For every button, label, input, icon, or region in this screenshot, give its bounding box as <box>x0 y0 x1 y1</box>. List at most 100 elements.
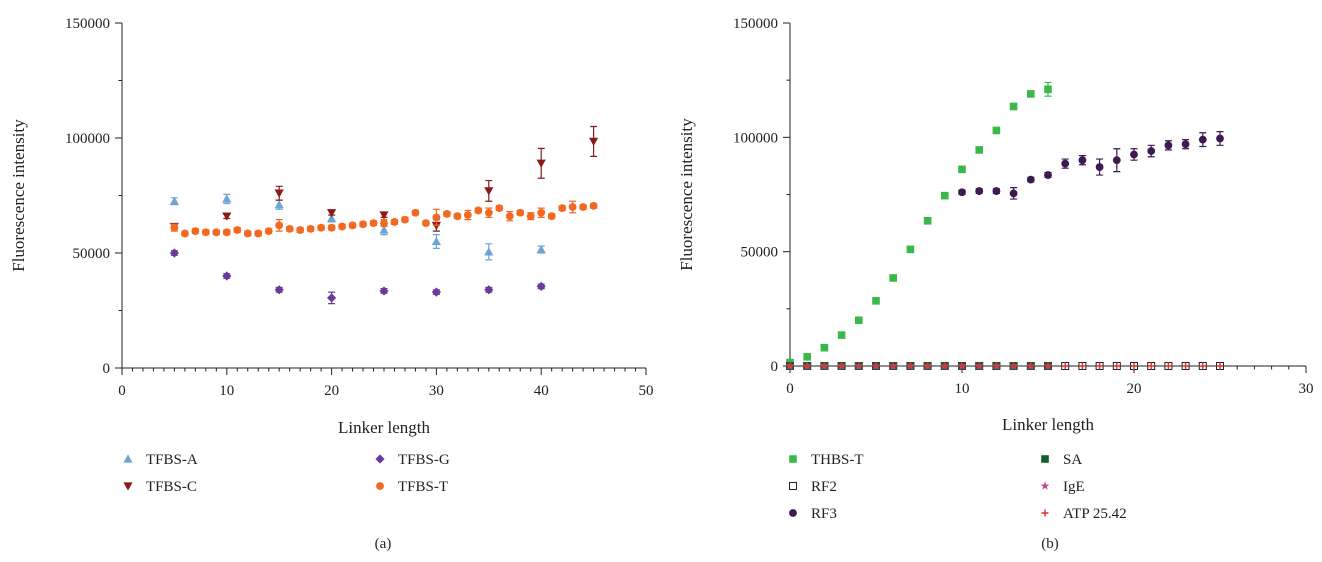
data-point <box>537 208 546 217</box>
data-point <box>992 362 1000 370</box>
x-axis-label: Linker length <box>338 418 431 437</box>
x-tick-label: 30 <box>429 383 444 399</box>
data-point <box>837 331 846 339</box>
data-point <box>820 343 829 352</box>
data-point <box>1044 362 1052 370</box>
legend-marker <box>1041 509 1049 517</box>
x-tick-label: 10 <box>955 381 970 397</box>
legend-item: THBS-T <box>789 452 864 468</box>
x-tick-label: 20 <box>1127 381 1142 397</box>
x-tick-label: 20 <box>324 383 339 399</box>
data-point <box>274 285 284 295</box>
data-point <box>1044 171 1052 179</box>
data-point <box>1027 90 1035 98</box>
data-point <box>432 213 441 222</box>
legend-item: SA <box>1041 452 1082 468</box>
data-point <box>1147 147 1156 155</box>
legend-marker <box>375 454 385 464</box>
data-point <box>1216 134 1224 143</box>
data-point <box>191 227 200 236</box>
legend-marker <box>1040 481 1050 490</box>
data-point <box>589 137 599 147</box>
data-point <box>547 212 556 221</box>
data-point <box>169 196 179 205</box>
data-point <box>855 316 863 325</box>
data-point <box>872 362 880 370</box>
legend-label: ATP 25.42 <box>1063 506 1127 522</box>
data-point <box>233 226 242 234</box>
data-point <box>484 247 494 256</box>
legend-marker <box>123 454 133 463</box>
data-point <box>1198 135 1207 144</box>
data-point <box>1027 362 1035 370</box>
y-tick-label: 100000 <box>65 131 110 147</box>
data-point <box>906 362 914 370</box>
legend-item: TFBS-C <box>123 479 197 495</box>
data-point <box>495 204 504 213</box>
series-atp-25-42 <box>786 362 1224 370</box>
data-point <box>889 362 897 370</box>
legend-item: RF3 <box>789 506 837 522</box>
data-point <box>975 362 983 370</box>
data-point <box>274 200 284 209</box>
y-tick-label: 100000 <box>733 130 778 146</box>
data-point <box>992 126 1001 135</box>
data-point <box>327 293 337 303</box>
data-point <box>338 222 346 231</box>
data-point <box>1061 159 1070 168</box>
data-point <box>201 228 210 237</box>
data-point <box>442 210 451 218</box>
legend-item: TFBS-T <box>376 479 448 495</box>
data-point <box>1147 362 1155 370</box>
data-point <box>484 187 494 196</box>
data-point <box>1061 362 1069 370</box>
data-point <box>536 281 546 291</box>
legend-item: RF2 <box>789 479 837 495</box>
data-point <box>463 211 472 219</box>
legend-marker <box>123 482 133 491</box>
series-thbs-t <box>786 81 1052 367</box>
y-tick-label: 150000 <box>733 16 778 32</box>
data-point <box>1112 156 1121 165</box>
data-point <box>958 188 966 197</box>
data-point <box>317 223 326 232</box>
legend-label: TFBS-A <box>146 452 198 468</box>
data-point <box>958 165 966 174</box>
data-point <box>379 225 389 234</box>
data-point <box>484 208 493 217</box>
data-point <box>941 191 949 200</box>
legend-marker <box>789 455 797 463</box>
y-axis-label: Fluorescence intensity <box>9 119 28 272</box>
data-point <box>803 353 811 361</box>
data-point <box>1164 141 1173 150</box>
data-point <box>568 203 577 211</box>
x-tick-label: 0 <box>786 381 794 397</box>
data-point <box>1010 362 1018 370</box>
data-point <box>1096 362 1104 370</box>
data-point <box>1164 362 1172 370</box>
y-tick-label: 50000 <box>741 245 779 261</box>
data-point <box>889 274 897 282</box>
legend-item: ATP 25.42 <box>1041 506 1127 522</box>
data-point <box>1095 163 1104 171</box>
data-point <box>820 362 828 370</box>
data-point <box>296 226 305 234</box>
data-point <box>1181 140 1190 149</box>
data-point <box>536 244 546 254</box>
data-point <box>516 208 525 217</box>
legend-label: IgE <box>1063 479 1085 495</box>
series-tfbs-t <box>170 200 598 238</box>
series-tfbs-a <box>169 193 546 261</box>
x-tick-label: 40 <box>534 383 549 399</box>
data-point <box>1009 102 1018 111</box>
data-point <box>1078 156 1087 165</box>
data-point <box>1044 85 1052 94</box>
legend-label: SA <box>1063 452 1082 468</box>
legend-label: TFBS-T <box>398 479 448 495</box>
legend: THBS-T RF2 RF3 SA IgE ATP 25.42 <box>789 452 1127 522</box>
data-point <box>453 212 462 221</box>
data-point <box>327 223 336 232</box>
x-axis-label: Linker length <box>1002 415 1095 434</box>
data-point <box>285 224 294 233</box>
